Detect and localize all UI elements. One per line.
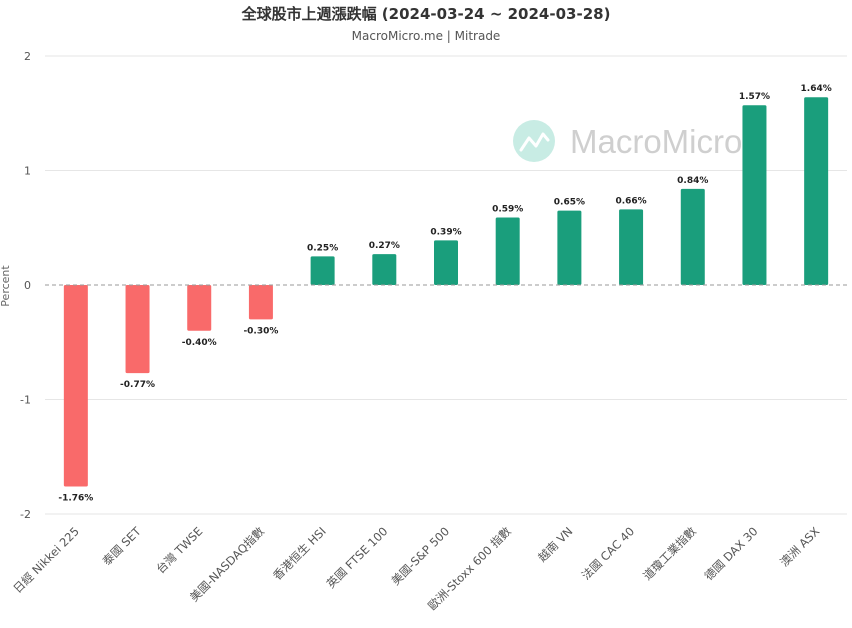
watermark-text: MacroMicro (570, 123, 742, 160)
data-label: 0.65% (554, 198, 585, 208)
data-label: -0.30% (243, 326, 278, 336)
bar (63, 285, 88, 487)
bar (495, 217, 520, 285)
grid (45, 55, 847, 515)
bar (372, 254, 397, 285)
bar (434, 240, 458, 285)
bar (619, 209, 644, 285)
x-tick-label: 香港恒生 HSI (270, 524, 329, 583)
bar (125, 285, 150, 374)
chart-title: 全球股市上週漲跌幅 (2024-03-24 ~ 2024-03-28) (241, 5, 611, 23)
data-label: 0.66% (615, 196, 646, 206)
y-tick-label: 1 (24, 165, 31, 178)
x-tick-label: 越南 VN (535, 524, 575, 564)
chart-subtitle: MacroMicro.me | Mitrade (352, 29, 501, 43)
data-label: 1.64% (801, 84, 832, 94)
x-tick-label: 英國 FTSE 100 (324, 524, 391, 591)
y-axis-label: Percent (0, 265, 12, 307)
y-tick-label: -1 (20, 394, 31, 407)
bar (557, 210, 582, 285)
bar (742, 105, 767, 285)
macromicro-logo-icon (513, 120, 555, 162)
x-tick-label: 台灣 TWSE (153, 524, 205, 576)
data-label: 0.84% (677, 176, 708, 186)
x-tick-label: 德國 DAX 30 (702, 524, 761, 583)
data-label: 0.39% (430, 227, 461, 237)
data-label: -0.77% (120, 380, 155, 390)
x-tick-label: 道瓊工業指數 (640, 524, 699, 583)
x-tick-label: 法國 CAC 40 (579, 524, 637, 582)
data-label: 1.57% (739, 92, 770, 102)
y-tick-label: 2 (24, 50, 31, 63)
data-label: -0.40% (182, 338, 217, 348)
data-label: 0.25% (307, 243, 338, 253)
data-label: -1.76% (58, 494, 93, 504)
bar (187, 285, 212, 331)
data-labels: -1.76% -0.77% -0.40% -0.30% 0.25% 0.27% 0.39% 0… (58, 84, 831, 503)
bar (680, 188, 705, 285)
watermark: MacroMicro (513, 120, 742, 162)
x-tick-label: 澳洲 ASX (777, 524, 822, 569)
bar (310, 256, 335, 285)
x-tick-label: 日經 Nikkei 225 (10, 524, 82, 596)
x-tick-label: 泰國 SET (100, 524, 145, 569)
bar (804, 97, 829, 285)
data-label: 0.27% (369, 241, 400, 251)
x-tick-label: 美國-S&P 500 (389, 524, 453, 588)
bar (248, 285, 273, 320)
data-label: 0.59% (492, 204, 523, 214)
y-tick-label: -2 (20, 508, 31, 521)
y-axis-ticks: -2 -1 0 1 2 (20, 50, 31, 521)
bars (63, 97, 829, 487)
y-tick-label: 0 (24, 279, 31, 292)
